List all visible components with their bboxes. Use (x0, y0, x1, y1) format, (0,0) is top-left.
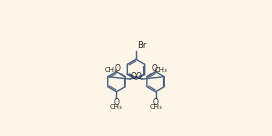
Text: Br: Br (137, 41, 146, 50)
Text: O: O (153, 98, 159, 107)
Text: CH₃: CH₃ (110, 104, 123, 110)
Text: O: O (115, 64, 121, 73)
Text: CH₃: CH₃ (149, 104, 162, 110)
Text: O: O (135, 72, 141, 81)
Text: O: O (151, 64, 157, 73)
Text: CH₃: CH₃ (104, 67, 117, 73)
Text: O: O (131, 72, 137, 81)
Text: O: O (113, 98, 119, 107)
Text: CH₃: CH₃ (155, 67, 168, 73)
